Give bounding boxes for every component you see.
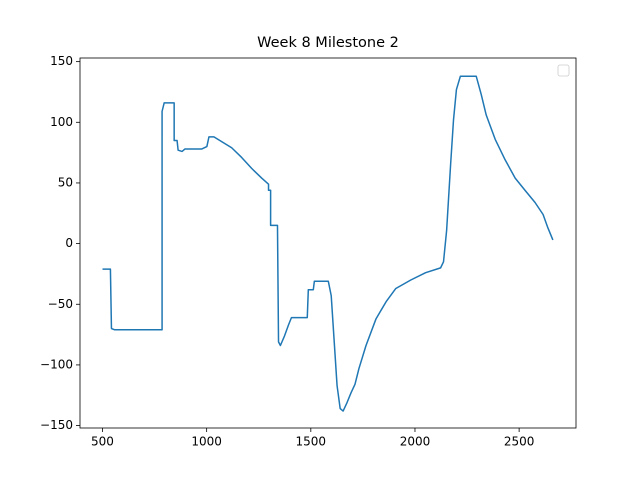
y-tick-label: 50: [58, 175, 73, 189]
x-tick-label: 1500: [296, 435, 327, 449]
y-tick-label: −100: [40, 357, 73, 371]
y-tick-label: 100: [50, 115, 73, 129]
chart-title: Week 8 Milestone 2: [257, 35, 399, 51]
x-tick-label: 2500: [504, 435, 535, 449]
legend: [557, 64, 570, 77]
x-tick-label: 500: [91, 435, 114, 449]
data-line: [102, 75, 554, 412]
y-tick-label: −50: [48, 297, 73, 311]
axes-frame: [79, 57, 577, 429]
y-tick-label: −150: [40, 418, 73, 432]
x-tick-label: 2000: [400, 435, 431, 449]
y-tick-label: 150: [50, 54, 73, 68]
x-tick-label: 1000: [191, 435, 222, 449]
plot-area: [102, 75, 554, 412]
y-tick-label: 0: [65, 236, 73, 250]
